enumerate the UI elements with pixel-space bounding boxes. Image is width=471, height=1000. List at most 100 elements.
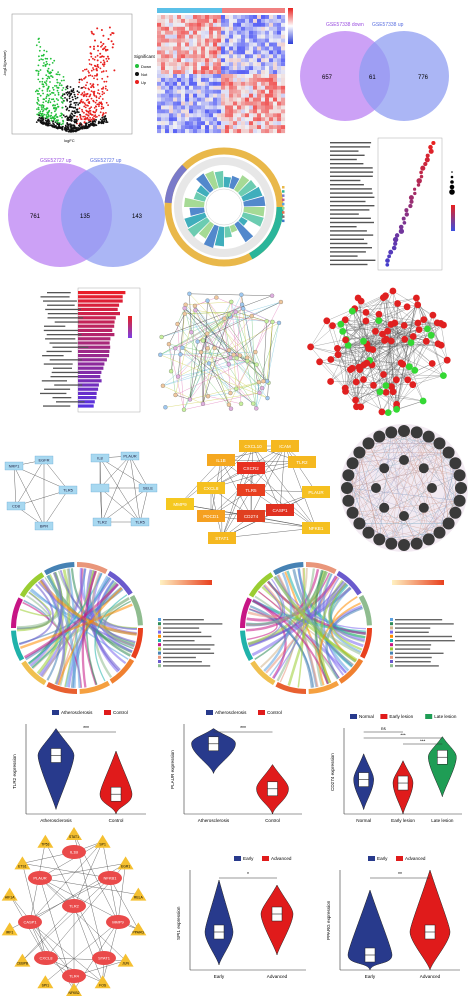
hub-gene-network: CXCL10 ICAMIL1BCXCR2TLR2TLR5CXCL8MMP9PLAU…: [166, 440, 330, 544]
volcano-point: [98, 114, 100, 117]
heatmap-cell: [237, 15, 242, 20]
volcano-point: [81, 92, 84, 95]
circos-bar: [241, 212, 264, 227]
rg-node: [348, 307, 356, 315]
volcano-point: [69, 86, 72, 88]
heatmap-cell: [249, 38, 254, 43]
heatmap-cell: [193, 42, 198, 47]
heatmap-cell: [273, 58, 278, 63]
rg-node: [409, 333, 417, 340]
heatmap-cell: [233, 54, 238, 59]
volcano-ylabel: -log10(pvalue): [2, 50, 7, 76]
heatmap-cell: [249, 70, 254, 75]
volcano-point: [45, 97, 47, 100]
heatmap-cell: [245, 15, 250, 20]
heatmap-cell: [173, 58, 178, 63]
volcano-point: [37, 72, 40, 75]
heatmap-cell: [181, 105, 186, 110]
heatmap-cell: [253, 30, 258, 35]
heatmap-cell: [173, 109, 178, 114]
heatmap-cell: [217, 38, 222, 43]
volcano-point: [70, 112, 73, 115]
dark-node: [422, 430, 435, 443]
heatmap-cell: [185, 54, 190, 59]
volcano-point: [85, 84, 87, 87]
string-node: [226, 402, 232, 407]
heatmap-cell: [213, 22, 218, 27]
volcano-point: [57, 105, 60, 108]
volcano-point: [78, 91, 80, 94]
heatmap-cell: [221, 30, 226, 35]
heatmap-cell: [249, 85, 254, 90]
volcano-point: [96, 65, 99, 68]
chord-ribbon: [42, 568, 71, 678]
heatmap-cell: [221, 117, 226, 122]
heatmap-cell: [165, 77, 170, 82]
dotplot-term-label: [330, 209, 370, 211]
heatmap-cell: [177, 121, 182, 126]
volcano-point: [47, 111, 50, 114]
heatmap-cell: [249, 54, 254, 59]
rg-edge: [356, 360, 448, 407]
volcano-point: [77, 103, 80, 106]
volcano-point: [93, 94, 96, 97]
volcano-point: [87, 111, 90, 114]
volcano-point: [69, 125, 72, 128]
volcano-point: [53, 100, 56, 103]
heatmap-cell: [229, 85, 234, 90]
volcano-points: [34, 26, 116, 133]
heatmap-cell: [273, 66, 278, 71]
heatmap-cell: [273, 113, 278, 118]
kegg-bar: [78, 333, 115, 337]
heatmap-cell: [245, 34, 250, 39]
heatmap-cell: [269, 42, 274, 47]
rg-edge: [330, 359, 397, 410]
chord-ribbon: [328, 582, 363, 651]
kegg-bar: [78, 404, 94, 408]
heatmap-cell: [277, 105, 282, 110]
heatmap-cell: [165, 15, 170, 20]
heatmap-cell: [281, 113, 286, 118]
heatmap-cell: [221, 113, 226, 118]
dark-edge: [455, 475, 460, 513]
volcano-point: [47, 101, 49, 104]
heatmap-cell: [177, 18, 182, 23]
volcano-point: [96, 27, 99, 30]
volcano-point: [92, 68, 95, 71]
hub-node-label: CXCR2: [243, 466, 259, 471]
rg-edge: [366, 363, 397, 405]
string-edge: [161, 301, 281, 338]
heatmap-cell: [269, 89, 274, 94]
chord-legend-swatch: [390, 622, 393, 626]
volcano-point: [57, 87, 60, 89]
module-node-label: EGFR: [38, 458, 49, 463]
string-edge: [214, 311, 236, 349]
rg-edge: [330, 290, 393, 360]
volcano-point: [52, 88, 55, 91]
volcano-point: [41, 110, 44, 113]
chord-legend-swatch: [158, 618, 161, 621]
module-node: [120, 451, 140, 461]
heatmap-cell: [161, 38, 166, 43]
heatmap-cell: [157, 74, 162, 79]
rg-node: [360, 361, 368, 369]
heatmap-cell: [161, 46, 166, 51]
chord-segment: [11, 630, 25, 661]
heatmap-cell: [253, 129, 258, 134]
tf-hub-label: CASP1: [23, 920, 37, 925]
string-node: [200, 401, 206, 406]
heatmap-cell: [241, 15, 246, 20]
hub-edge: [220, 459, 252, 517]
chord1-legend: [158, 618, 223, 668]
circos-bar: [203, 224, 219, 248]
string-node: [182, 306, 187, 311]
kegg-colorbar: [128, 316, 132, 338]
rg-node: [316, 358, 323, 366]
heatmap-cell: [237, 121, 242, 126]
dotplot-point: [423, 161, 428, 167]
circos-legend-swatch: [282, 186, 285, 189]
legend-down-dot: [135, 64, 139, 68]
heatmap-cell: [237, 34, 242, 39]
string-node: [198, 350, 204, 355]
rg-node: [404, 376, 412, 384]
